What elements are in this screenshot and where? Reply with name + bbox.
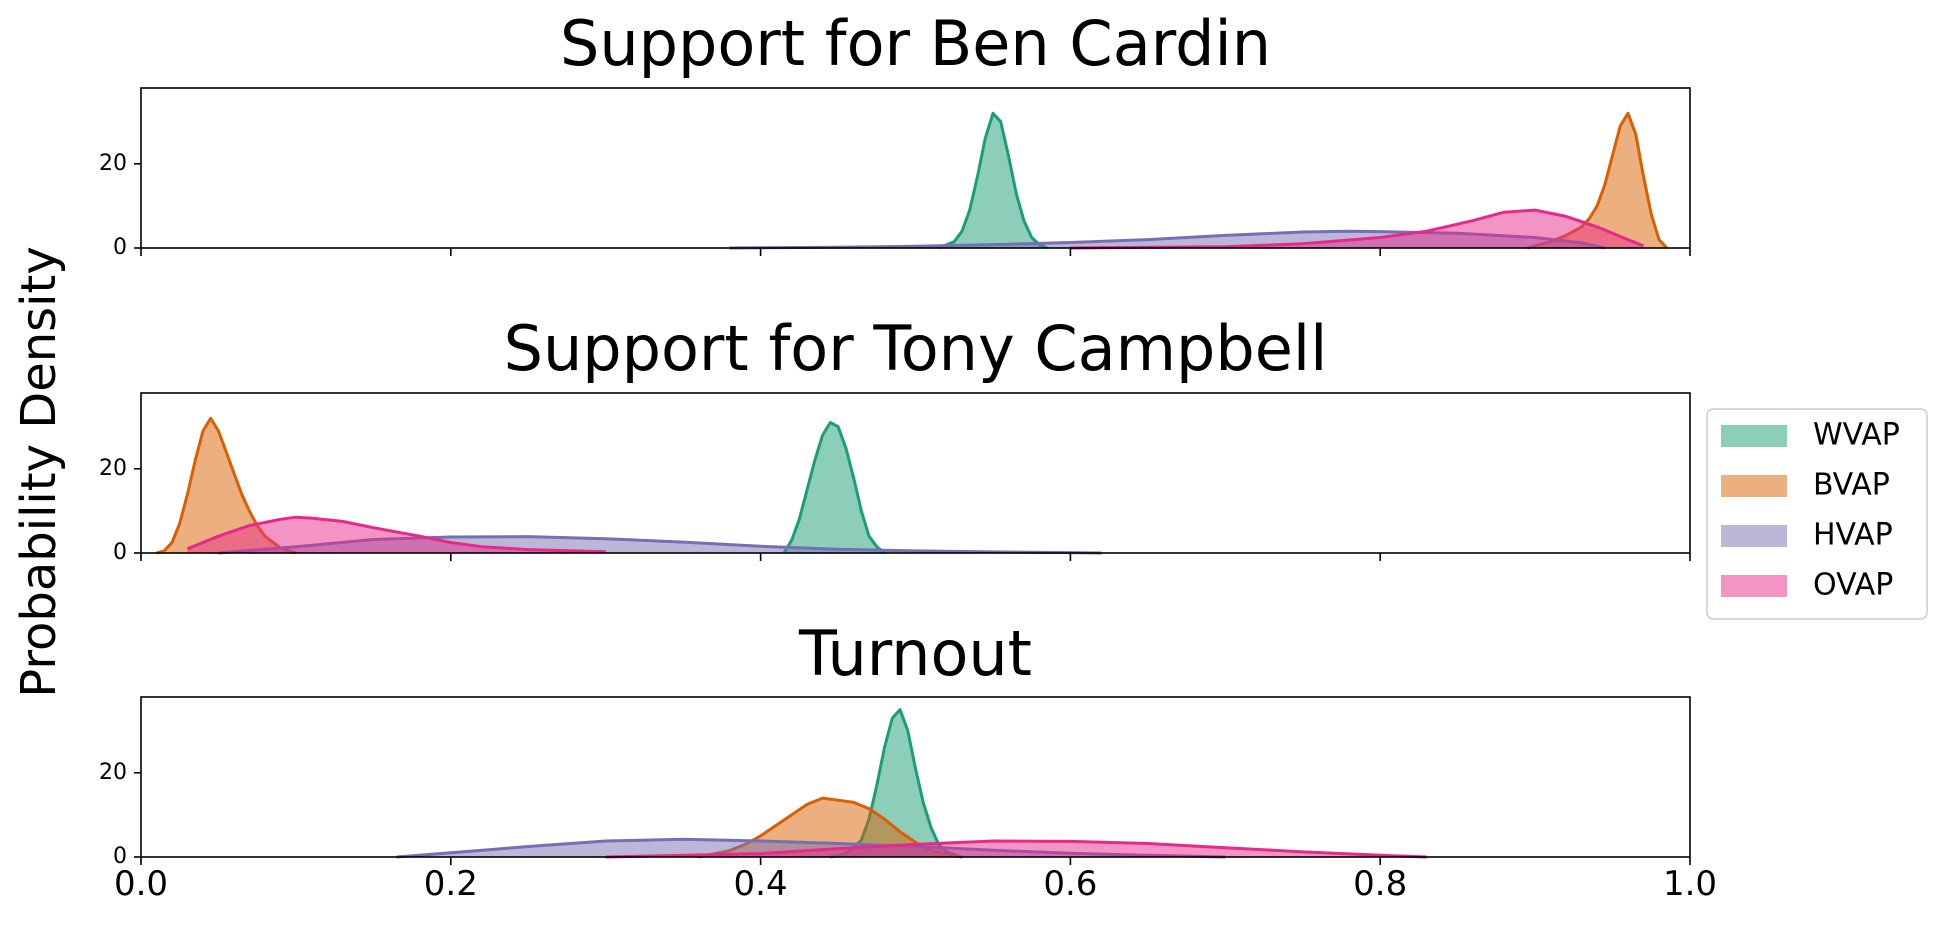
subplot-title: Turnout: [798, 617, 1032, 690]
legend-swatch-wvap: [1721, 425, 1787, 447]
subplot-1: Support for Ben Cardin 0 20: [99, 7, 1691, 260]
density-area-wvap: [783, 422, 885, 553]
legend-label-ovap: OVAP: [1813, 568, 1893, 603]
axes-frame: [140, 392, 1691, 554]
density-area-bvap: [156, 418, 296, 553]
subplot-title: Support for Ben Cardin: [560, 7, 1271, 80]
y-axis-label: Probability Density: [11, 246, 67, 697]
y-tick-label: 20: [99, 456, 127, 481]
density-area-ovap: [605, 841, 1427, 857]
legend-label-wvap: WVAP: [1813, 418, 1900, 453]
density-line-wvap: [782, 421, 886, 555]
legend-swatch-ovap: [1721, 575, 1787, 597]
density-area-wvap: [938, 113, 1048, 248]
axes-frame: [140, 696, 1691, 858]
y-tick-label: 20: [99, 151, 127, 176]
subplot-3: Turnout 0 20 0.0 0.2 0.4 0.6 0.8 1.0: [99, 617, 1717, 904]
x-tick-label: 0.6: [1043, 864, 1097, 904]
y-tick-label: 0: [113, 235, 127, 260]
legend-box: [1706, 408, 1928, 620]
x-tick-label: 1.0: [1663, 864, 1717, 904]
y-tick-label: 20: [99, 760, 127, 785]
legend-swatch-hvap: [1721, 525, 1787, 547]
density-area-bvap: [1527, 113, 1667, 248]
x-tick-label: 0.4: [734, 864, 788, 904]
density-line-ovap: [605, 839, 1427, 859]
density-line-wvap: [938, 111, 1048, 250]
density-line-ovap: [1070, 208, 1645, 250]
legend-swatch-bvap: [1721, 475, 1787, 497]
legend: WVAP BVAP HVAP OVAP: [1706, 408, 1928, 620]
density-area-ovap: [1070, 210, 1644, 248]
x-tick-label: 0.8: [1353, 864, 1407, 904]
x-tick-label: 0.2: [424, 864, 478, 904]
subplot-2: Support for Tony Campbell 0 20: [99, 312, 1691, 565]
density-line-ovap: [186, 515, 606, 554]
axes-frame: [140, 87, 1691, 249]
density-area-wvap: [830, 709, 962, 857]
legend-label-bvap: BVAP: [1813, 468, 1890, 503]
y-tick-label: 0: [113, 540, 127, 565]
legend-label-hvap: HVAP: [1813, 518, 1893, 553]
y-tick-label: 0: [113, 844, 127, 869]
density-area-ovap: [187, 517, 606, 553]
x-tick-label: 0.0: [114, 864, 168, 904]
subplot-title: Support for Tony Campbell: [504, 312, 1328, 385]
